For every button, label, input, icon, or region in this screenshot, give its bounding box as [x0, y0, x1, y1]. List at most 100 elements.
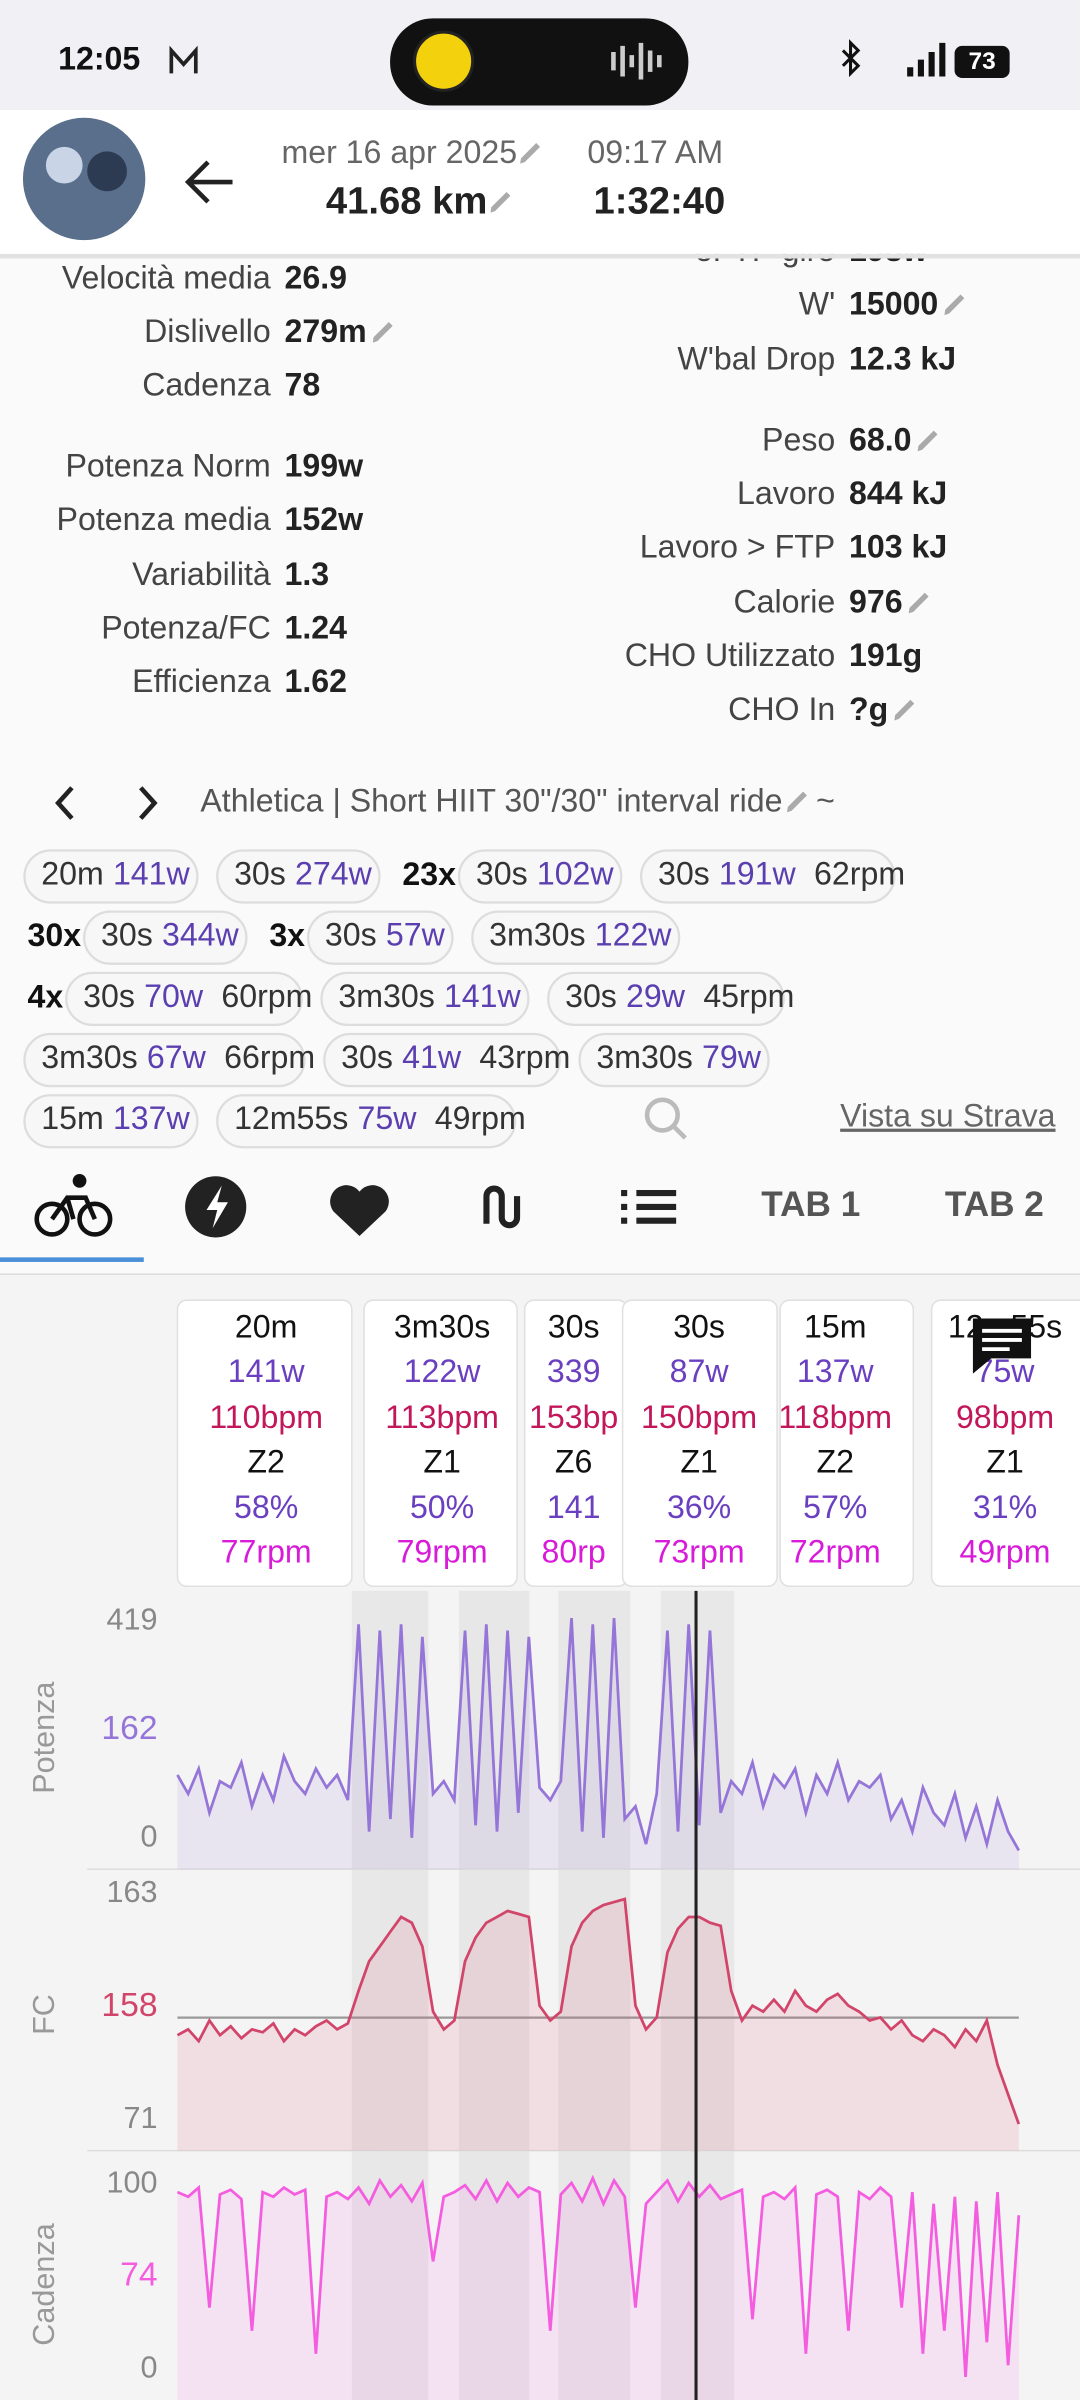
interval-chip[interactable] — [471, 910, 681, 965]
stat-label: CHO Utilizzato — [625, 637, 836, 673]
lap-box[interactable] — [779, 1299, 915, 1587]
interval-chip[interactable] — [323, 1032, 561, 1088]
stat-value: 1.24 — [285, 610, 348, 646]
axis-title: Cadenza — [27, 2223, 61, 2345]
lap-box[interactable] — [363, 1299, 518, 1587]
stat-value: 12.3 kJ — [849, 340, 956, 376]
interval-duration: 30s — [83, 978, 135, 1014]
interval-chip[interactable] — [457, 849, 623, 904]
edit-icon[interactable] — [787, 791, 807, 813]
stat-label: Velocità media — [62, 259, 271, 295]
tab-power[interactable] — [185, 1176, 247, 1238]
header — [0, 110, 1080, 254]
strava-link[interactable]: Vista su Strava — [840, 1098, 1056, 1134]
prev-button[interactable] — [55, 786, 74, 820]
interval-chip[interactable] — [23, 849, 199, 904]
interval-power: 41w — [402, 1040, 462, 1076]
stat-value: 279m — [285, 313, 367, 349]
interval-chip-text: 3m30s 141w — [338, 978, 521, 1014]
lap-box[interactable] — [621, 1299, 778, 1587]
stat-value: 15000 — [849, 285, 938, 321]
repeat-count: 4x — [28, 978, 64, 1014]
interval-bands — [351, 1590, 735, 2400]
interval-chip[interactable] — [547, 971, 785, 1027]
interval-chip[interactable] — [639, 849, 896, 904]
interval-chip[interactable] — [306, 910, 454, 965]
tab-heart[interactable] — [330, 1185, 389, 1236]
y-tick-label: 71 — [124, 2101, 158, 2135]
audio-icon — [611, 42, 662, 80]
back-button[interactable] — [184, 160, 233, 204]
interval-chip[interactable] — [216, 1094, 517, 1149]
bluetooth-icon — [841, 39, 861, 78]
tab-list[interactable] — [621, 1190, 677, 1224]
tab-ride[interactable] — [34, 1173, 113, 1237]
tab[interactable]: TAB 1 — [761, 1185, 860, 1224]
lap-box[interactable] — [176, 1299, 353, 1587]
stat-value: ?g — [849, 691, 888, 727]
edit-icon[interactable] — [908, 592, 929, 614]
lap-rpm: 79rpm — [397, 1534, 488, 1570]
interval-chip-text: 30s 102w — [476, 856, 615, 892]
axis-title: FC — [27, 1994, 61, 2035]
y-tick-label: 100 — [107, 2165, 158, 2199]
y-tick-label: 0 — [141, 1820, 158, 1854]
interval-chip[interactable] — [65, 971, 303, 1027]
activity-time: 09:17 AM — [587, 134, 723, 170]
stat-label: Potenza/FC — [101, 610, 271, 646]
y-tick-label: 74 — [120, 2257, 157, 2294]
interval-chip-text: 30s 70w 60rpm — [83, 978, 312, 1014]
interval-power: 57w — [386, 917, 446, 953]
stat-label: Cadenza — [142, 366, 271, 402]
lap-box[interactable] — [930, 1299, 1080, 1587]
edit-icon[interactable] — [490, 191, 511, 213]
lap-rpm: 80rp — [542, 1534, 606, 1570]
lap-hr: 98bpm — [956, 1399, 1054, 1435]
series-line — [176, 1617, 1021, 1852]
interval-chip-text: 15m 137w — [41, 1101, 190, 1137]
lap-hr: 150bpm — [641, 1399, 757, 1435]
y-tick-label: 162 — [101, 1710, 157, 1747]
stat-value: 1.3 — [285, 556, 330, 592]
edit-icon[interactable] — [894, 699, 915, 721]
interval-power: 67w — [147, 1040, 207, 1076]
search-icon[interactable] — [644, 1097, 680, 1133]
interval-chip[interactable] — [216, 849, 381, 904]
stat-value: 976 — [849, 584, 903, 620]
interval-power: 79w — [702, 1040, 762, 1076]
interval-cadence: 49rpm — [435, 1101, 526, 1137]
avatar-detail — [87, 151, 127, 192]
interval-chip[interactable] — [320, 971, 530, 1027]
edit-icon[interactable] — [917, 430, 938, 452]
interval-power: 29w — [626, 978, 686, 1014]
edit-icon[interactable] — [372, 321, 393, 343]
interval-cadence: 60rpm — [221, 978, 312, 1014]
stat-value: 191g — [849, 637, 922, 673]
lap-percent: 36% — [667, 1489, 731, 1525]
interval-duration: 15m — [41, 1101, 103, 1137]
interval-chip[interactable] — [578, 1032, 770, 1088]
interval-power: 191w — [719, 856, 797, 892]
interval-chip[interactable] — [83, 910, 248, 965]
workout-title: Athletica | Short HIIT 30"/30" interval … — [200, 783, 782, 819]
avatar[interactable] — [22, 117, 146, 241]
repeat-count: 3x — [269, 917, 305, 953]
next-button[interactable] — [139, 786, 158, 820]
lap-duration: 20m — [235, 1309, 297, 1345]
activity-distance: 41.68 km — [326, 180, 488, 223]
edit-icon[interactable] — [520, 143, 541, 164]
interval-duration: 30s — [325, 917, 377, 953]
lap-duration: 15m — [804, 1309, 866, 1345]
tab[interactable]: TAB 2 — [945, 1185, 1044, 1224]
app-logo — [413, 30, 475, 92]
interval-chip-text: 30s 29w 45rpm — [565, 978, 794, 1014]
lap-power: 339 — [547, 1353, 601, 1389]
battery-icon — [954, 45, 1010, 79]
interval-cadence: 66rpm — [224, 1040, 315, 1076]
tab-route[interactable] — [483, 1185, 521, 1229]
interval-duration: 3m30s — [338, 978, 434, 1014]
interval-chip[interactable] — [23, 1032, 306, 1088]
interval-chip[interactable] — [23, 1094, 199, 1149]
edit-icon[interactable] — [944, 294, 965, 316]
